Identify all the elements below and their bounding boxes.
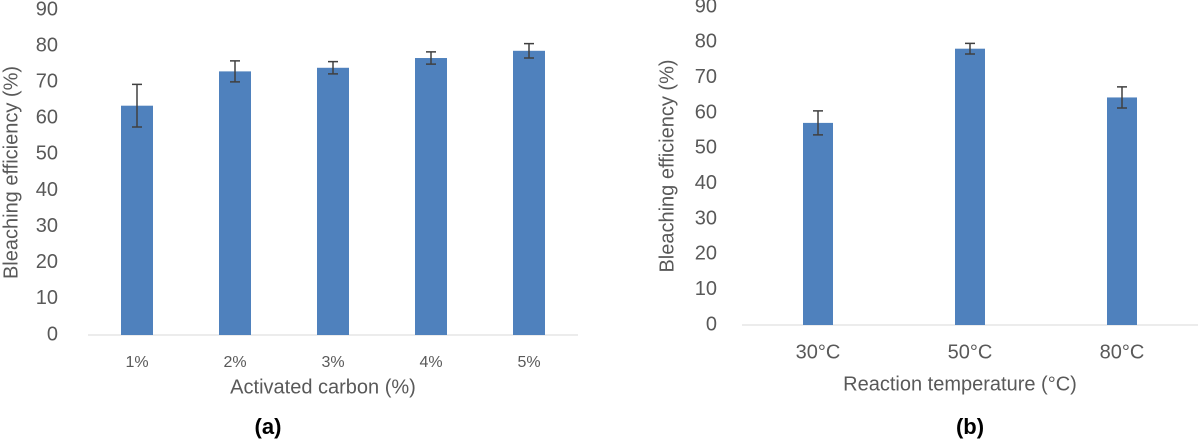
x-tick-label: 3% xyxy=(321,354,344,371)
y-tick-label: 70 xyxy=(36,71,58,93)
x-tick-label: 50°C xyxy=(948,341,993,363)
x-axis-title: Reaction temperature (°C) xyxy=(843,373,1077,395)
error-bar xyxy=(426,51,436,65)
y-tick-label: 80 xyxy=(695,31,717,53)
x-tick-label: 80°C xyxy=(1100,341,1145,363)
y-tick-label: 70 xyxy=(695,66,717,88)
error-bar xyxy=(132,83,142,128)
y-tick-label: 30 xyxy=(36,215,58,237)
y-tick-label: 90 xyxy=(695,0,717,17)
x-tick-label: 1% xyxy=(125,354,148,371)
y-tick-label: 60 xyxy=(36,107,58,129)
panel-label: (b) xyxy=(956,414,984,439)
y-tick-label: 80 xyxy=(36,34,58,56)
bar xyxy=(415,58,447,336)
y-tick-label: 30 xyxy=(695,207,717,229)
panel-label: (a) xyxy=(255,414,282,439)
bar xyxy=(121,105,153,335)
y-tick-label: 40 xyxy=(36,179,58,201)
error-bar xyxy=(524,42,534,59)
bar xyxy=(219,71,251,335)
y-tick-label: 90 xyxy=(36,0,58,20)
y-tick-label: 10 xyxy=(36,287,58,309)
x-tick-label: 4% xyxy=(419,354,442,371)
x-axis-title: Activated carbon (%) xyxy=(230,376,416,398)
y-tick-label: 10 xyxy=(695,278,717,300)
y-axis-title: Bleaching efficiency (%) xyxy=(656,59,678,272)
bar xyxy=(955,48,985,326)
y-tick-label: 0 xyxy=(47,323,58,345)
y-tick-label: 50 xyxy=(36,143,58,165)
x-tick-label: 30°C xyxy=(796,341,841,363)
y-tick-label: 20 xyxy=(695,243,717,265)
bar xyxy=(803,122,833,325)
bar xyxy=(513,50,545,336)
error-bar xyxy=(965,42,975,55)
y-tick-label: 60 xyxy=(695,101,717,123)
y-tick-label: 0 xyxy=(706,313,717,335)
error-bar xyxy=(1117,86,1127,109)
x-tick-label: 5% xyxy=(517,354,540,371)
y-tick-label: 40 xyxy=(695,172,717,194)
bar xyxy=(317,67,349,336)
error-bar xyxy=(230,60,240,83)
y-axis-title: Bleaching efficiency (%) xyxy=(0,66,22,279)
error-bar xyxy=(328,60,338,75)
y-tick-label: 50 xyxy=(695,137,717,159)
error-bar xyxy=(813,110,823,136)
bar xyxy=(1107,97,1137,325)
x-tick-label: 2% xyxy=(223,354,246,371)
y-tick-label: 20 xyxy=(36,251,58,273)
